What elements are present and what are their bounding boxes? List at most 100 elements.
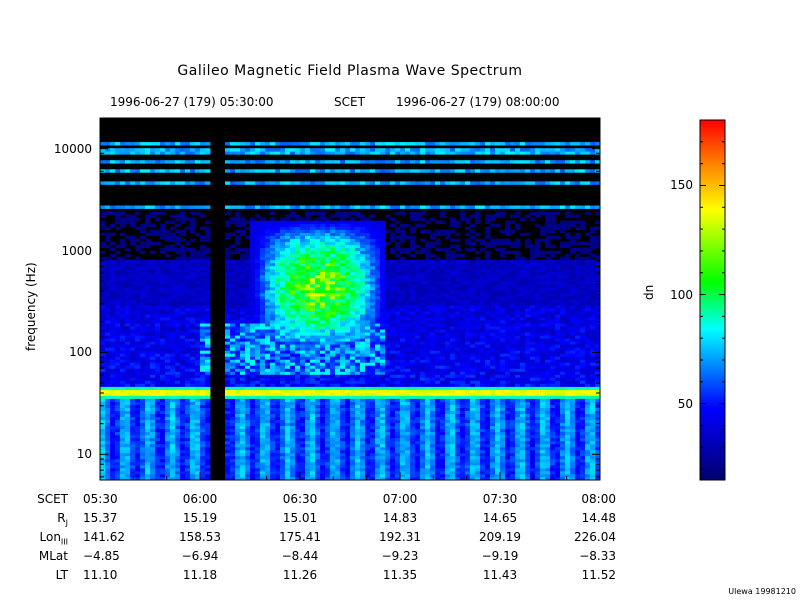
spectrogram-cell (285, 437, 291, 442)
spectrogram-cell (190, 392, 196, 396)
spectrogram-cell (270, 368, 276, 372)
spectrogram-cell (265, 232, 271, 236)
spectrogram-cell (365, 151, 371, 155)
spectrogram-cell (365, 226, 371, 230)
spectrogram-cell (135, 356, 141, 360)
spectrogram-cell (330, 392, 336, 396)
spectrogram-cell (130, 335, 136, 339)
spectrogram-cell (355, 474, 361, 478)
spectrogram-cell (235, 311, 241, 315)
spectrogram-cell (140, 443, 146, 448)
spectrogram-cell (100, 286, 106, 291)
spectrogram-cell (275, 311, 281, 315)
spectrogram-cell (320, 419, 326, 424)
spectrogram-cell (235, 428, 241, 433)
spectrogram-cell (150, 413, 156, 417)
spectrogram-cell (295, 235, 301, 239)
spectrogram-cell (320, 410, 326, 414)
spectrogram-cell (120, 283, 126, 288)
spectrogram-cell (320, 371, 326, 375)
spectrogram-cell (115, 244, 121, 249)
spectrogram-cell (295, 395, 301, 399)
spectrogram-cell (225, 347, 231, 351)
spectrogram-cell (305, 235, 311, 239)
spectrogram-cell (355, 247, 361, 252)
spectrogram-cell (115, 356, 121, 360)
spectrogram-cell (370, 422, 376, 427)
spectrogram-cell (265, 256, 271, 261)
spectrogram-cell (330, 425, 336, 430)
spectrogram-cell (300, 229, 306, 233)
spectrogram-cell (275, 365, 281, 369)
spectrogram-cell (145, 338, 151, 342)
spectrogram-cell (305, 347, 311, 351)
spectrogram-cell (285, 374, 291, 378)
spectrogram-cell (335, 477, 341, 480)
spectrogram-cell (295, 283, 301, 288)
spectrogram-cell (295, 374, 301, 378)
spectrogram-cell (255, 446, 261, 451)
spectrogram-cell (205, 389, 211, 393)
spectrogram-cell (350, 413, 356, 417)
spectrogram-cell (140, 467, 146, 472)
spectrogram-cell (250, 362, 256, 366)
spectrogram-cell (205, 283, 211, 288)
spectrogram-cell (265, 474, 271, 478)
spectrogram-cell (305, 368, 311, 372)
spectrogram-cell (140, 335, 146, 339)
spectrogram-cell (175, 299, 181, 303)
spectrogram-cell (135, 425, 141, 430)
spectrogram-cell (195, 413, 201, 417)
spectrogram-cell (175, 274, 181, 279)
spectrogram-cell (370, 413, 376, 417)
spectrogram-cell (325, 449, 331, 454)
spectrogram-cell (110, 353, 116, 357)
spectrogram-cell (355, 428, 361, 433)
spectrogram-cell (245, 205, 251, 209)
spectrogram-cell (280, 329, 286, 333)
spectrogram-cell (250, 335, 256, 339)
spectrogram-cell (275, 244, 281, 249)
spectrogram-cell (345, 223, 351, 227)
spectrogram-cell (285, 299, 291, 303)
spectrogram-cell (135, 344, 141, 348)
spectrogram-cell (285, 302, 291, 306)
spectrogram-cell (120, 323, 126, 327)
spectrogram-cell (235, 434, 241, 439)
spectrogram-cell (110, 311, 116, 315)
spectrogram-cell (385, 362, 391, 366)
spectrogram-cell (165, 458, 171, 463)
spectrogram-cell (130, 241, 136, 246)
spectrogram-cell (325, 347, 331, 351)
spectrogram-cell (355, 314, 361, 318)
spectrogram-cell (195, 380, 201, 384)
spectrogram-cell (265, 274, 271, 279)
spectrogram-cell (105, 437, 111, 442)
spectrogram-cell (185, 323, 191, 327)
spectrogram-cell (270, 474, 276, 478)
spectrogram-cell (170, 455, 176, 460)
spectrogram-cell (195, 446, 201, 451)
spectrogram-cell (360, 265, 366, 270)
spectrogram-cell (330, 326, 336, 330)
spectrogram-cell (190, 265, 196, 270)
spectrogram-cell (305, 374, 311, 378)
spectrogram-cell (175, 259, 181, 264)
spectrogram-cell (275, 477, 281, 480)
spectrogram-cell (110, 416, 116, 420)
spectrogram-cell (170, 377, 176, 381)
spectrogram-cell (345, 440, 351, 445)
spectrogram-cell (240, 413, 246, 417)
spectrogram-cell (240, 455, 246, 460)
spectrogram-cell (365, 265, 371, 270)
spectrogram-cell (155, 467, 161, 472)
spectrogram-cell (255, 320, 261, 324)
spectrogram-cell (315, 422, 321, 427)
spectrogram-cell (110, 368, 116, 372)
spectrogram-cell (370, 169, 376, 173)
spectrogram-cell (365, 440, 371, 445)
spectrogram-cell (335, 244, 341, 249)
spectrogram-cell (200, 353, 206, 357)
spectrogram-cell (340, 229, 346, 233)
spectrogram-cell (375, 253, 381, 258)
